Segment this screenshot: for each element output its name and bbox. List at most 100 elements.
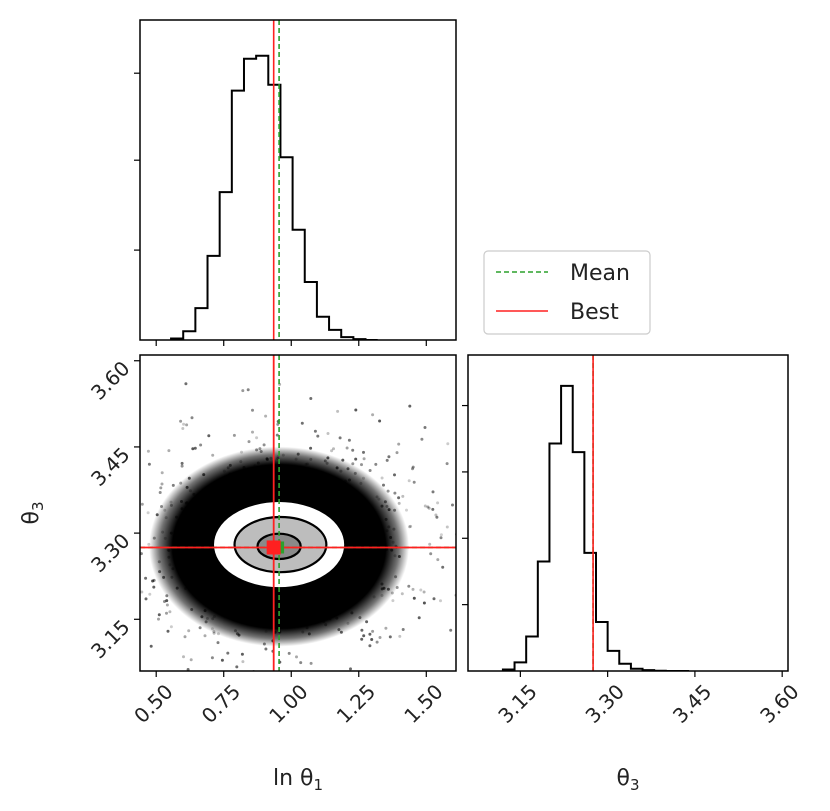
scatter-point <box>126 600 129 603</box>
scatter-point <box>147 462 151 466</box>
scatter-point <box>158 491 162 494</box>
scatter-point <box>211 453 215 457</box>
scatter-point <box>397 496 401 500</box>
scatter-point <box>451 503 454 507</box>
scatter-point <box>103 606 106 609</box>
scatter-point <box>420 437 424 441</box>
scatter-point <box>426 505 430 509</box>
scatter-point <box>409 524 413 528</box>
scatter-point <box>313 429 317 433</box>
scatter-point <box>184 382 188 386</box>
scatter-point <box>111 520 114 523</box>
scatter-point <box>417 616 421 620</box>
scatter-point <box>380 476 384 480</box>
scatter-point <box>248 680 251 683</box>
histogram-step-ln-theta1 <box>170 54 378 340</box>
scatter-point <box>73 422 76 425</box>
scatter-point <box>129 695 132 698</box>
scatter-point <box>191 447 195 451</box>
scatter-point <box>262 443 266 447</box>
x-tick-label-ln-theta1: 1.00 <box>264 679 312 727</box>
histogram-step-theta3 <box>501 384 690 671</box>
scatter-point <box>77 511 80 514</box>
scatter-point <box>368 632 372 636</box>
scatter-point <box>165 603 169 607</box>
scatter-point <box>159 486 163 490</box>
scatter-point <box>408 404 412 408</box>
scatter-point <box>250 673 253 676</box>
y-tick-label-theta3: 3.60 <box>86 356 134 404</box>
scatter-point <box>354 457 358 461</box>
scatter-point <box>345 689 348 692</box>
scatter-point <box>240 652 244 656</box>
scatter-point <box>393 473 396 477</box>
scatter-point <box>137 486 140 489</box>
scatter-point <box>378 636 382 639</box>
scatter-point <box>157 617 160 621</box>
scatter-point <box>14 516 17 519</box>
scatter-point <box>163 675 166 678</box>
x-tick-label-theta3: 3.30 <box>581 679 629 727</box>
scatter-point <box>345 446 349 450</box>
scatter-point <box>384 626 388 630</box>
scatter-point <box>360 628 364 632</box>
scatter-point <box>299 661 303 665</box>
scatter-point <box>146 449 150 453</box>
scatter-point <box>338 436 342 440</box>
scatter-point <box>190 690 193 693</box>
histogram-panel-ln-theta1 <box>139 19 457 341</box>
scatter-point <box>483 513 486 516</box>
x-axis-label-theta3: θ3 <box>616 766 639 794</box>
scatter-point <box>428 542 432 546</box>
scatter-point <box>332 447 335 451</box>
scatter-point <box>411 587 415 591</box>
scatter-point <box>89 531 92 534</box>
scatter-point <box>375 640 379 644</box>
scatter-point <box>130 378 133 381</box>
scatter-point <box>362 634 366 638</box>
scatter-point <box>407 584 411 588</box>
scatter-point <box>91 618 94 621</box>
scatter-point <box>436 501 440 505</box>
scatter-point <box>247 440 251 444</box>
scatter-point <box>85 454 88 457</box>
scatter-point <box>360 637 364 641</box>
histogram-panel-theta3 <box>467 354 789 672</box>
scatter-point <box>193 446 197 450</box>
scatter-point <box>460 510 463 513</box>
scatter-point <box>181 427 185 430</box>
scatter-point <box>445 525 449 529</box>
best-marker <box>266 540 281 555</box>
x-tick-label-theta3: 3.60 <box>755 679 803 727</box>
scatter-point <box>347 438 351 442</box>
scatter-point <box>411 465 415 469</box>
scatter-point <box>167 449 171 453</box>
scatter-point <box>330 449 334 453</box>
scatter-point <box>180 464 184 468</box>
scatter-point <box>494 566 497 569</box>
y-axis-label-theta3: θ3 <box>19 501 47 524</box>
scatter-point <box>533 645 536 648</box>
scatter-point <box>135 447 138 450</box>
scatter-point <box>198 626 202 630</box>
scatter-point <box>220 658 224 662</box>
scatter-point <box>146 511 150 515</box>
x-tick-label-ln-theta1: 1.50 <box>399 679 447 727</box>
scatter-point <box>140 502 144 506</box>
scatter-point <box>387 455 391 459</box>
scatter-point <box>382 483 385 487</box>
scatter-point <box>124 476 127 479</box>
scatter-point <box>309 446 313 450</box>
scatter-point <box>131 583 134 586</box>
scatter-point <box>480 550 483 553</box>
scatter-point <box>449 628 453 632</box>
scatter-point <box>400 592 404 596</box>
x-tick-label-ln-theta1: 1.25 <box>332 679 380 727</box>
scatter-point <box>431 490 435 494</box>
scatter-point <box>397 442 401 446</box>
scatter-point <box>349 667 352 671</box>
scatter-point <box>33 610 36 613</box>
scatter-point <box>385 458 389 462</box>
scatter-point <box>441 565 445 569</box>
